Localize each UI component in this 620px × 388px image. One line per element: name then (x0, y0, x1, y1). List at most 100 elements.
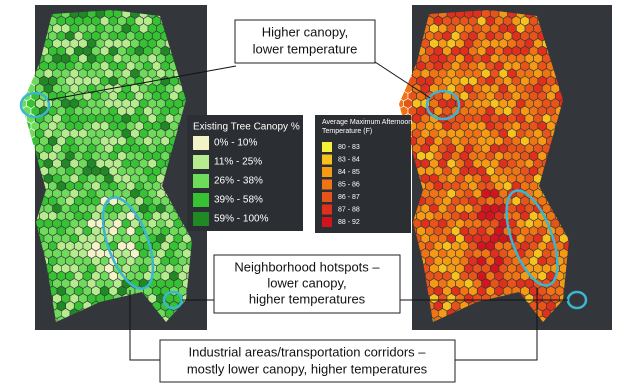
hex-cell (542, 203, 551, 214)
hex-cell (83, 211, 92, 221)
legend-label: 0% - 10% (214, 138, 257, 149)
legend-swatch (322, 154, 332, 165)
hex-cell (447, 203, 456, 214)
legend-label: 59% - 100% (214, 214, 269, 225)
hex-cell (130, 113, 139, 124)
hex-cell (122, 23, 131, 34)
hex-cell (460, 136, 469, 146)
hex-cell (473, 23, 482, 34)
hex-cell (152, 196, 161, 206)
hex-cell (122, 263, 131, 274)
hex-cell (169, 241, 178, 251)
hex-cell (135, 181, 144, 191)
hex-cell (57, 241, 66, 251)
hex-cell (490, 248, 499, 259)
legend-items: 80 - 83 83 - 84 84 - 85 85 - 86 86 - 87 87 - … (322, 142, 360, 227)
hex-cell (469, 226, 477, 236)
hex-cell (148, 203, 157, 214)
hex-cell (438, 188, 447, 199)
hex-cell (109, 16, 118, 26)
hex-cell (525, 53, 534, 64)
hex-cell (152, 106, 161, 116)
hex-cell (542, 263, 551, 274)
hex-cell (469, 211, 477, 221)
hex-cell (542, 248, 551, 259)
hex-cell (14, 76, 22, 85)
hex-cell (443, 121, 451, 131)
hex-cell (57, 151, 66, 161)
hex-cell (22, 286, 31, 296)
hex-cell (529, 241, 538, 251)
hex-cell (35, 68, 44, 79)
hex-cell (542, 53, 551, 64)
hex-cell (430, 23, 438, 34)
hex-cell (74, 166, 83, 176)
hex-cell (456, 248, 464, 259)
hex-cell (525, 68, 534, 79)
hex-cell (533, 98, 542, 109)
hex-cell (412, 98, 421, 109)
hex-cell (70, 143, 79, 154)
hex-cell (425, 271, 434, 281)
hex-cell (148, 158, 157, 169)
hex-cell (477, 16, 486, 26)
hex-cell (443, 211, 451, 221)
hex-cell (481, 203, 490, 214)
hex-cell (494, 121, 503, 131)
hex-cell (130, 98, 139, 109)
hex-cell (434, 16, 443, 26)
hex-cell (512, 181, 521, 191)
hex-cell (87, 83, 96, 94)
hex-cell (92, 106, 100, 116)
hex-cell (74, 31, 83, 41)
hex-cell (148, 128, 157, 139)
hex-cell (434, 286, 443, 296)
hex-cell (135, 151, 144, 161)
hex-cell (104, 218, 113, 229)
hex-cell (117, 286, 126, 296)
hex-cell (152, 181, 161, 191)
hex-cell (555, 226, 564, 236)
hex-cell (503, 136, 512, 146)
hex-cell (79, 218, 87, 229)
hex-cell (494, 196, 503, 206)
hex-cell (516, 173, 525, 184)
hex-cell (14, 31, 22, 40)
hex-cell (421, 203, 430, 214)
hex-cell (100, 31, 109, 41)
hex-cell (447, 263, 456, 274)
hex-cell (104, 128, 113, 139)
hex-cell (79, 53, 87, 64)
hex-cell (126, 256, 135, 266)
hex-cell (451, 286, 460, 296)
hex-cell (399, 61, 408, 71)
hex-cell (456, 293, 464, 304)
hex-cell (464, 248, 473, 259)
hex-cell (481, 98, 490, 109)
hex-cell (430, 38, 438, 49)
hex-cell (22, 203, 27, 214)
hex-cell (100, 46, 109, 56)
hex-cell (451, 211, 460, 221)
hex-cell (152, 121, 161, 131)
hex-cell (165, 53, 174, 64)
hex-cell (516, 23, 525, 34)
hex-cell (404, 293, 412, 304)
hex-cell (503, 151, 512, 161)
hex-cell (503, 241, 512, 251)
hex-cell (109, 211, 118, 221)
hex-cell (430, 263, 438, 274)
hex-cell (44, 128, 53, 139)
hex-cell (66, 76, 74, 86)
hex-cell (83, 226, 92, 236)
legend-label: 85 - 86 (338, 181, 360, 188)
hex-cell (22, 158, 27, 169)
hex-cell (425, 151, 434, 161)
hex-cell (22, 196, 31, 206)
hex-cell (139, 278, 148, 289)
hex-cell (434, 46, 443, 56)
legend-label: 11% - 25% (214, 157, 262, 168)
hex-cell (469, 46, 477, 56)
hex-cell (27, 248, 35, 259)
hex-cell (443, 181, 451, 191)
